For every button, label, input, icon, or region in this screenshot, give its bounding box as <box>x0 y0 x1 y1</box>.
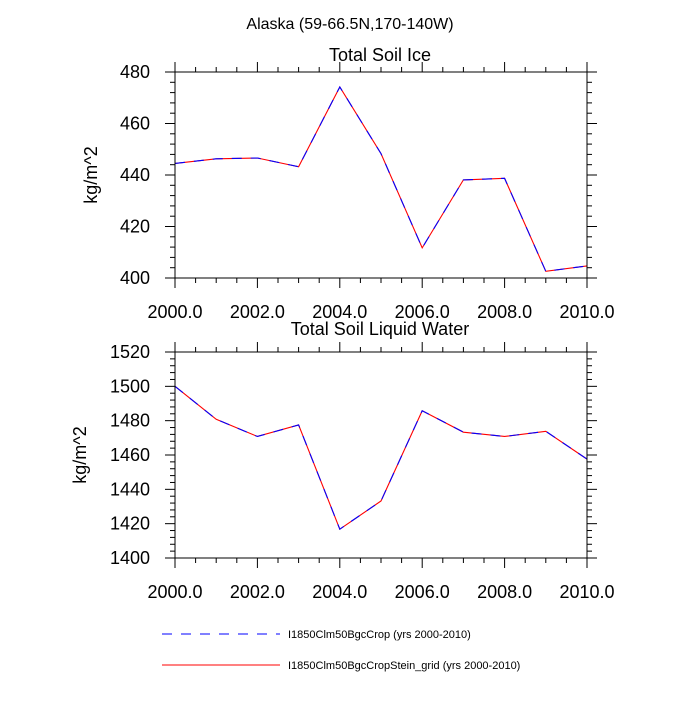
y-tick-label: 400 <box>120 268 150 288</box>
y-tick-label: 480 <box>120 62 150 82</box>
x-tick-label: 2000.0 <box>147 582 202 602</box>
y-tick-label: 440 <box>120 165 150 185</box>
x-tick-label: 2004.0 <box>312 582 367 602</box>
y-tick-label: 1500 <box>110 376 150 396</box>
x-tick-label: 2010.0 <box>559 582 614 602</box>
x-tick-label: 2010.0 <box>559 302 614 322</box>
x-tick-label: 2002.0 <box>230 302 285 322</box>
legend: I1850Clm50BgcCrop (yrs 2000-2010) I1850C… <box>162 629 520 672</box>
x-tick-label: 2004.0 <box>312 302 367 322</box>
panel-total-soil-liquid-water: Total Soil Liquid Water kg/m^2 2000.0 200… <box>70 319 615 602</box>
panel-total-soil-ice: Total Soil Ice kg/m^2 2000.0 2002.0 2004.0… <box>81 45 615 322</box>
series-line-bgccrop <box>174 85 588 272</box>
figure-title: Alaska (59-66.5N,170-140W) <box>246 16 453 33</box>
y-tick-label: 1480 <box>110 411 150 431</box>
y-tick-label: 1440 <box>110 479 150 499</box>
legend-label: I1850Clm50BgcCrop (yrs 2000-2010) <box>288 629 471 641</box>
x-tick-label: 2006.0 <box>395 302 450 322</box>
plot-frame <box>174 71 588 279</box>
series-line-bgccropstein-grid <box>174 85 588 272</box>
legend-label: I1850Clm50BgcCropStein_grid (yrs 2000-20… <box>288 660 520 672</box>
x-tick-label: 2006.0 <box>395 582 450 602</box>
plot-frame <box>174 351 588 559</box>
x-tick-label: 2008.0 <box>477 302 532 322</box>
panel-title: Total Soil Liquid Water <box>291 319 469 339</box>
y-tick-label: 1400 <box>110 548 150 568</box>
y-axis-label: kg/m^2 <box>70 426 90 483</box>
y-tick-label: 1520 <box>110 342 150 362</box>
y-tick-label: 460 <box>120 114 150 134</box>
series-line-bgccropstein-grid <box>174 385 588 531</box>
x-tick-label: 2000.0 <box>147 302 202 322</box>
panel-title: Total Soil Ice <box>329 45 431 65</box>
y-tick-label: 420 <box>120 217 150 237</box>
series-line-bgccrop <box>174 385 588 531</box>
x-tick-label: 2008.0 <box>477 582 532 602</box>
y-tick-label: 1460 <box>110 445 150 465</box>
y-axis-label: kg/m^2 <box>81 146 101 203</box>
x-tick-label: 2002.0 <box>230 582 285 602</box>
y-tick-label: 1420 <box>110 514 150 534</box>
